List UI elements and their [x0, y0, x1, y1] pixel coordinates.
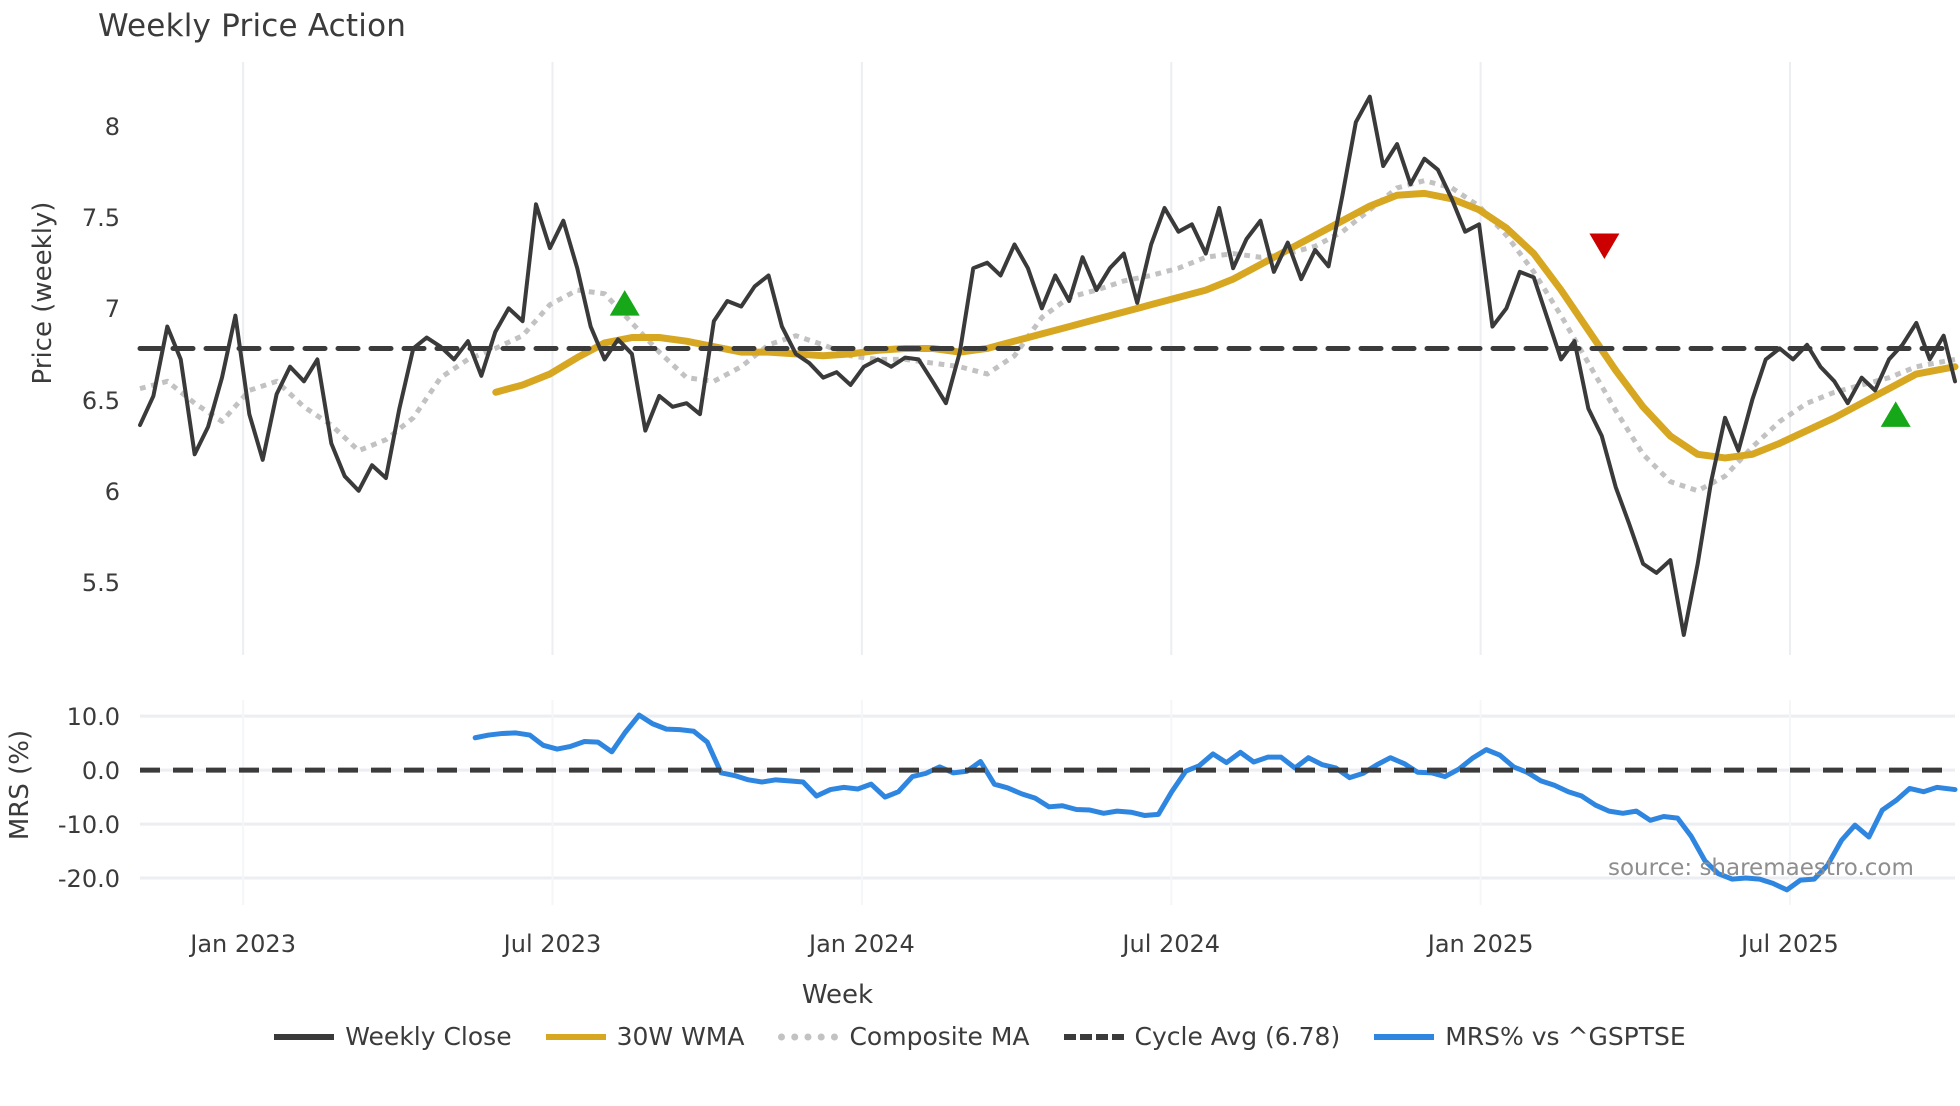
legend-swatch-icon: [1374, 1027, 1435, 1047]
legend-item[interactable]: Cycle Avg (6.78): [1063, 1022, 1341, 1051]
buy-marker[interactable]: [609, 290, 640, 316]
legend-item[interactable]: MRS% vs ^GSPTSE: [1374, 1022, 1686, 1051]
yticks-mrs-label: 10.0: [66, 703, 120, 732]
series-weekly-close: [138, 94, 1957, 637]
yticks-price-label: 5.5: [81, 569, 120, 597]
sell-marker[interactable]: [1589, 233, 1620, 260]
x-tick-label: Jul 2024: [1122, 930, 1221, 958]
chart-legend: Weekly Close 30W WMA Composite MA Cycle Avg…: [0, 1022, 1960, 1051]
yticks-price-label: 7: [104, 295, 120, 324]
legend-label: MRS% vs ^GSPTSE: [1445, 1022, 1686, 1051]
legend-item[interactable]: 30W WMA: [545, 1022, 745, 1051]
page-title: Weekly Price Action: [98, 8, 407, 44]
yticks-mrs-label: -20.0: [57, 865, 120, 894]
legend-swatch-icon: [545, 1027, 606, 1047]
x-tick-label: Jan 2024: [809, 930, 915, 958]
legend-swatch-icon: [778, 1027, 839, 1047]
legend-item[interactable]: Composite MA: [778, 1022, 1030, 1051]
yticks-price-label: 6.5: [81, 386, 120, 415]
yticks-mrs-label: 0.0: [81, 757, 120, 786]
legend-swatch-icon: [1063, 1027, 1124, 1047]
series-mrs-vs-gsptse: [472, 712, 1958, 893]
legend-label: Composite MA: [849, 1022, 1030, 1051]
buy-marker[interactable]: [1880, 401, 1911, 427]
legend-swatch-icon: [274, 1027, 335, 1047]
x-axis-label: Week: [801, 980, 874, 1010]
x-tick-label: Jul 2025: [1741, 930, 1839, 958]
legend-label: Cycle Avg (6.78): [1134, 1022, 1341, 1051]
yticks-price-label: 8: [104, 112, 120, 141]
source-watermark: source: sharemaestro.com: [1608, 855, 1914, 881]
legend-label: 30W WMA: [616, 1022, 745, 1051]
yticks-mrs-label: -10.0: [57, 811, 120, 840]
yticks-price-label: 7.5: [81, 204, 120, 233]
x-tick-label: Jan 2025: [1427, 930, 1534, 958]
yticks-price-label: 6: [104, 477, 120, 506]
legend-item[interactable]: Weekly Close: [274, 1022, 512, 1051]
legend-label: Weekly Close: [345, 1022, 512, 1051]
series-composite-ma: [139, 178, 1956, 494]
x-tick-label: Jul 2023: [503, 930, 602, 958]
series-30w-wma: [492, 189, 1959, 462]
x-tick-label: Jan 2023: [190, 930, 296, 958]
